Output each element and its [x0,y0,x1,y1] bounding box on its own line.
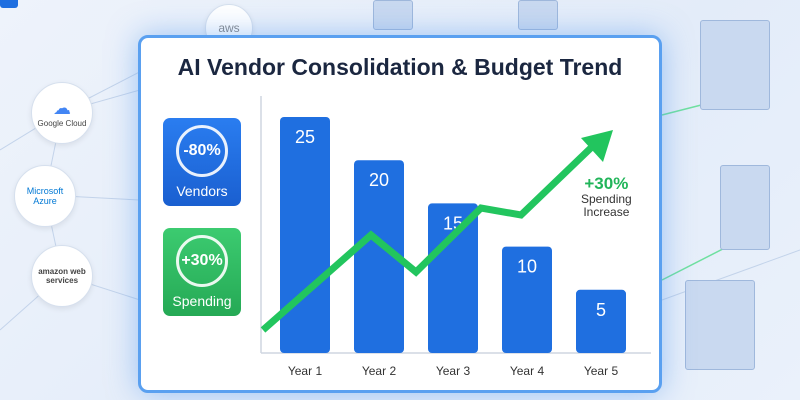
bar-value-label: 5 [596,300,606,320]
vendors-value: -80% [176,125,228,177]
vendor-azure: Microsoft Azure [14,165,76,227]
vendors-label: Vendors [176,183,228,199]
spending-trend-line [260,140,599,333]
annotation-line2: Increase [583,205,630,219]
x-tick-label: Year 3 [436,364,471,378]
cloud-icon: ☁ [53,98,71,118]
trend-arrowhead-icon [581,130,613,162]
building-icon [373,0,413,30]
spending-value: +30% [176,235,228,287]
x-tick-label: Year 1 [288,364,323,378]
bar-5 [576,289,626,353]
x-tick-label: Year 2 [362,364,397,378]
chart-panel: AI Vendor Consolidation & Budget Trend -… [138,35,662,393]
spending-label: Spending [172,293,232,309]
building-icon [685,280,755,370]
x-tick-label: Year 5 [584,364,619,378]
x-tick-label: Year 4 [510,364,545,378]
trend-annotation: +30% Spending Increase [581,174,632,219]
bar-2 [354,160,404,353]
building-icon [720,165,770,250]
bar-1 [280,117,330,353]
bar-value-label: 25 [295,127,315,147]
bar-3 [428,203,478,353]
logo-icon [0,0,18,8]
bar-value-label: 10 [517,257,537,277]
building-icon [518,0,558,30]
bar-4 [502,246,552,353]
vendor-google-cloud: ☁ Google Cloud [31,82,93,144]
vendors-card: -80% Vendors [163,118,241,206]
annotation-line1: Spending [581,192,632,206]
vendor-amazon: amazon web services [31,245,93,307]
annotation-value: +30% [584,174,629,193]
building-icon [700,20,770,110]
chart-title: AI Vendor Consolidation & Budget Trend [177,54,623,80]
bar-value-label: 20 [369,170,389,190]
spending-card: +30% Spending [163,228,241,316]
